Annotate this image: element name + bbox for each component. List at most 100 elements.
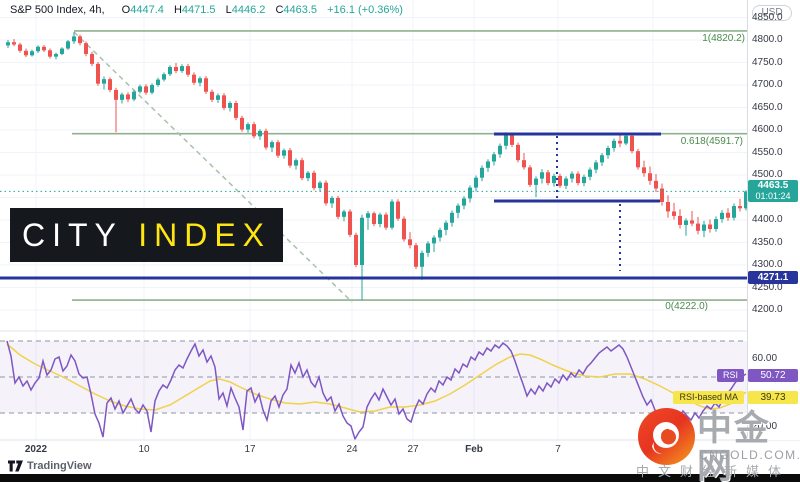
candle-body [102, 79, 106, 84]
candle-body [228, 103, 232, 108]
candle-body [264, 130, 268, 148]
candle-body [318, 182, 322, 189]
candle-body [522, 160, 526, 168]
candle-body [672, 211, 676, 216]
time-tick: 10 [138, 444, 150, 455]
rsi-indicator-label[interactable]: RSI [716, 369, 744, 382]
cngold-logo-swirl [652, 422, 679, 454]
candle-body [438, 229, 442, 238]
rsi-ma-line [6, 343, 747, 413]
cngold-watermark-domain: CNGOLD.COM.CN [699, 448, 800, 462]
candle-body [732, 206, 736, 218]
candle-body [282, 150, 286, 156]
candle-body [744, 191, 748, 209]
candle-body [174, 67, 178, 72]
candle-body [426, 243, 430, 253]
price-tick: 4850.0 [752, 11, 783, 23]
candle-body [480, 167, 484, 178]
candle-body [348, 211, 352, 235]
price-tick: 4600.0 [752, 124, 783, 135]
candle-body [330, 197, 334, 204]
candle-body [660, 188, 664, 202]
candle-body [384, 214, 388, 228]
candle-body [510, 134, 514, 145]
price-tick: 4650.0 [752, 101, 783, 113]
candle-body [312, 172, 316, 189]
rsi-tick-20: 20.00 [752, 421, 778, 432]
candle-body [270, 142, 274, 148]
candle-body [612, 140, 616, 148]
candle-body [498, 145, 502, 155]
candle-body [378, 214, 382, 225]
candle-body [504, 134, 508, 146]
candle-body [552, 175, 556, 184]
symbol-legend[interactable]: S&P 500 Index, 4h, O4447.4 H4471.5 L4446… [10, 4, 403, 16]
tradingview-label: TradingView [27, 460, 92, 472]
city-index-logo-city: CITY [22, 216, 139, 253]
candle-body [48, 50, 52, 57]
candle-body [342, 211, 346, 217]
candle-body [6, 42, 10, 46]
candle-body [126, 94, 130, 100]
currency-pill[interactable]: USD [752, 5, 792, 21]
rsi-ma-label[interactable]: RSI-based MA [673, 391, 744, 404]
close-label: C [275, 4, 284, 16]
candle-body [168, 67, 172, 75]
candle-body [546, 172, 550, 184]
candle-body [492, 154, 496, 162]
candle-body [246, 124, 250, 130]
candle-body [462, 198, 466, 206]
candle-body [222, 95, 226, 108]
candle-body [528, 167, 532, 185]
cngold-logo [638, 408, 695, 465]
candle-body [642, 167, 646, 174]
candle-body [204, 78, 208, 92]
candle-body [600, 155, 604, 163]
fib-label-0: 0(4222.0) [665, 301, 708, 312]
open-label: O [121, 4, 131, 16]
candle-body [210, 91, 214, 100]
candle-body [186, 66, 190, 75]
candle-body [582, 176, 586, 184]
candle-body [54, 53, 58, 57]
candle-body [624, 135, 628, 144]
candle-body [474, 177, 478, 188]
price-tick: 4200.0 [752, 304, 783, 315]
time-tick: 17 [244, 444, 256, 455]
candle-body [654, 180, 658, 189]
candle-body [516, 144, 520, 161]
candle-body [450, 212, 454, 223]
candle-body [720, 212, 724, 220]
candle-body [414, 245, 418, 267]
candle-body [78, 36, 82, 44]
price-axis[interactable] [747, 0, 800, 440]
candle-body [18, 44, 22, 51]
candle-body [324, 182, 328, 204]
candle-body [72, 36, 76, 42]
tradingview-attribution[interactable]: TradingView [8, 460, 92, 472]
candle-body [738, 206, 742, 209]
cngold-watermark-title: 中金网 [697, 409, 772, 482]
rsi-ma-value-badge: 39.73 [748, 391, 798, 404]
candle-body [456, 205, 460, 213]
candle-body [588, 169, 592, 177]
candle-body [678, 215, 682, 225]
candle-body [96, 63, 100, 84]
candle-body [354, 234, 358, 265]
candle-body [12, 42, 16, 45]
candle-body [690, 220, 694, 224]
time-tick: 27 [407, 444, 419, 455]
trendline-dashed[interactable] [73, 31, 353, 303]
candle-body [708, 224, 712, 229]
candle-body [666, 202, 670, 212]
candle-body [36, 46, 40, 52]
candle-body [564, 178, 568, 186]
candle-body [726, 212, 730, 218]
candle-body [180, 66, 184, 72]
candle-body [240, 117, 244, 130]
open-value: 4447.4 [130, 4, 164, 16]
candle-body [372, 213, 376, 225]
candle-body [132, 91, 136, 100]
